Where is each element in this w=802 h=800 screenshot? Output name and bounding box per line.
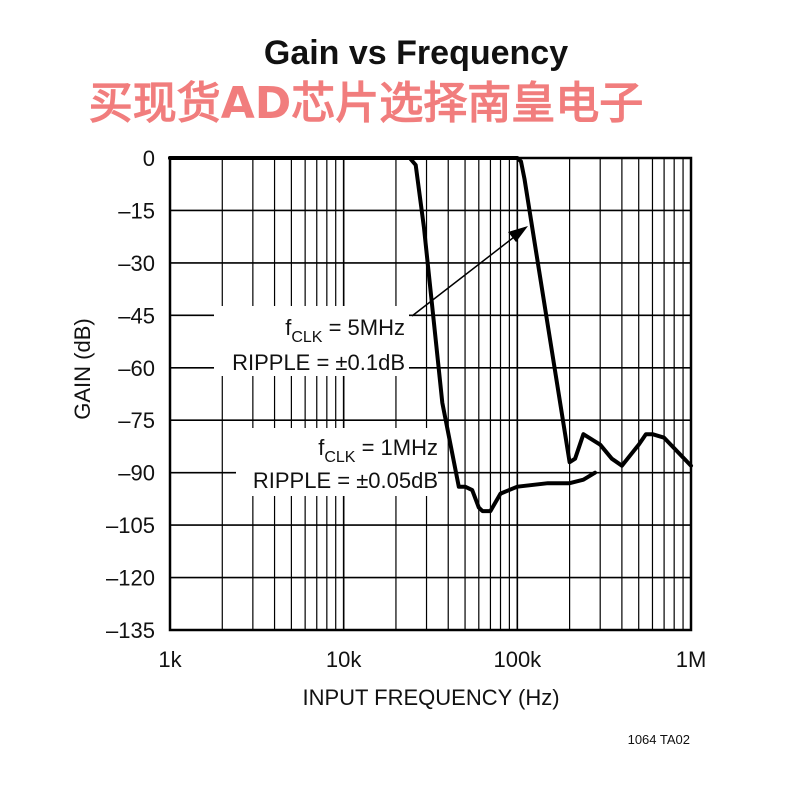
- y-tick-label: –30: [118, 251, 155, 276]
- x-tick-label: 1M: [676, 647, 707, 672]
- annotation-1mhz-fclk: fCLK = 1MHz: [318, 435, 438, 466]
- annotation-arrow-line: [411, 233, 519, 317]
- annotation-1mhz-background: [236, 428, 438, 496]
- annotation-1mhz-ripple: RIPPLE = ±0.05dB: [253, 468, 438, 493]
- y-tick-label: –90: [118, 461, 155, 486]
- annotation-arrow-head: [508, 226, 528, 242]
- y-axis-label: GAIN (dB): [70, 318, 95, 419]
- series-line-fclk-5mhz: [168, 156, 693, 468]
- x-axis-label: INPUT FREQUENCY (Hz): [302, 685, 559, 710]
- x-tick-labels: 1k 10k 100k 1M: [158, 647, 706, 672]
- annotation-5mhz: fCLK = 5MHz RIPPLE = ±0.1dB: [214, 226, 528, 376]
- annotation-5mhz-background: [214, 306, 409, 376]
- watermark-text: 买现货AD芯片选择南皇电子: [89, 78, 644, 129]
- y-tick-label: 0: [143, 146, 155, 171]
- y-tick-label: –105: [106, 513, 155, 538]
- chart-title: Gain vs Frequency: [264, 34, 568, 72]
- y-tick-label: –60: [118, 356, 155, 381]
- annotation-5mhz-ripple: RIPPLE = ±0.1dB: [232, 350, 405, 375]
- annotation-1mhz: fCLK = 1MHz RIPPLE = ±0.05dB: [236, 428, 438, 496]
- y-tick-label: –15: [118, 198, 155, 223]
- y-tick-label: –45: [118, 303, 155, 328]
- y-tick-label: –135: [106, 618, 155, 643]
- x-tick-label: 100k: [493, 647, 542, 672]
- series-line-fclk-1mhz: [168, 156, 597, 514]
- series-layer: [168, 156, 693, 514]
- plot-frame: [168, 156, 693, 632]
- y-tick-label: –120: [106, 566, 155, 591]
- x-tick-label: 10k: [326, 647, 362, 672]
- y-tick-labels: 0 –15 –30 –45 –60 –75 –90 –105 –120 –135: [106, 146, 155, 643]
- figure-id: 1064 TA02: [628, 732, 690, 747]
- y-tick-label: –75: [118, 408, 155, 433]
- chart-grid: [170, 158, 691, 630]
- x-tick-label: 1k: [158, 647, 182, 672]
- annotation-5mhz-fclk: fCLK = 5MHz: [285, 315, 405, 346]
